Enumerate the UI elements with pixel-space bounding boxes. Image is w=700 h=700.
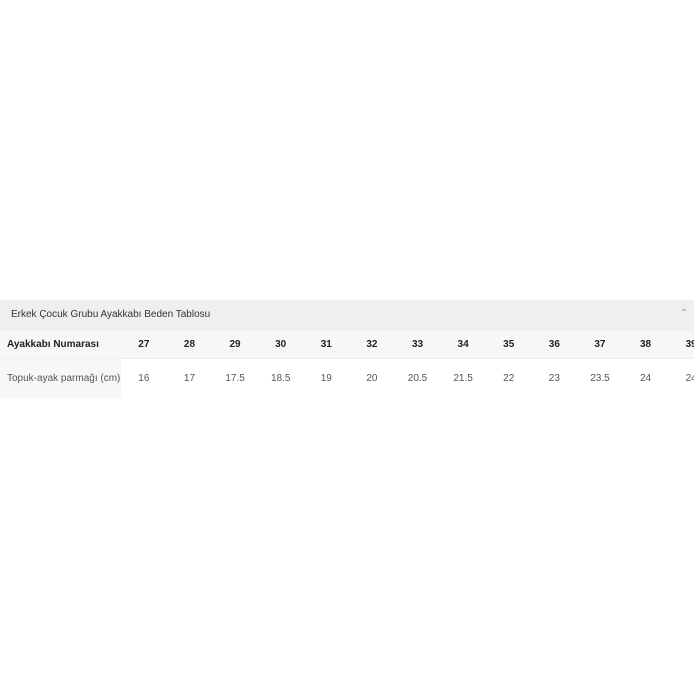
length-cell: 20.5 <box>407 372 428 384</box>
size-cell: 27 <box>138 338 150 350</box>
table-row-lengths: Topuk-ayak parmağı (cm) 16 17 17.5 18.5 19 20… <box>0 358 694 398</box>
length-cell: 17.5 <box>225 372 245 384</box>
size-cell: 37 <box>594 338 606 350</box>
size-cell: 34 <box>457 338 469 350</box>
row-header: Ayakkabı Numarası <box>7 338 99 350</box>
size-cell: 33 <box>411 338 424 350</box>
length-cell: 22 <box>503 372 515 384</box>
length-cell: 23.5 <box>590 372 610 384</box>
accordion-header[interactable]: Erkek Çocuk Grubu Ayakkabı Beden Tablosu… <box>0 300 694 331</box>
length-cell: 24 <box>685 372 694 384</box>
accordion-title: Erkek Çocuk Grubu Ayakkabı Beden Tablosu <box>11 309 211 320</box>
row-header: Topuk-ayak parmağı (cm) <box>0 358 122 398</box>
size-cell: 38 <box>639 338 652 350</box>
chevron-up-icon[interactable]: ⌃ <box>679 308 688 319</box>
length-cell: 19 <box>320 372 332 384</box>
length-cell: 24 <box>639 372 652 384</box>
size-cell: 32 <box>366 338 378 350</box>
length-cell: 23 <box>548 372 560 384</box>
size-table: Ayakkabı Numarası 27 28 29 30 31 32 33 34 35 36 37… <box>0 331 694 398</box>
length-cell: 17 <box>183 372 196 384</box>
size-cell: 31 <box>320 338 332 350</box>
length-cell: 20 <box>366 372 378 384</box>
size-cell: 35 <box>503 338 515 350</box>
size-cell: 28 <box>183 338 196 350</box>
length-cell: 18.5 <box>270 372 291 384</box>
size-chart-accordion: Erkek Çocuk Grubu Ayakkabı Beden Tablosu… <box>0 300 694 398</box>
size-cell: 29 <box>229 338 241 350</box>
size-cell: 39 <box>685 338 694 350</box>
table-row-sizes: Ayakkabı Numarası 27 28 29 30 31 32 33 34 35 36 37… <box>0 331 694 358</box>
size-cell: 36 <box>548 338 560 350</box>
size-cell: 30 <box>275 338 287 350</box>
length-cell: 21.5 <box>453 372 473 384</box>
length-cell: 16 <box>138 372 150 384</box>
